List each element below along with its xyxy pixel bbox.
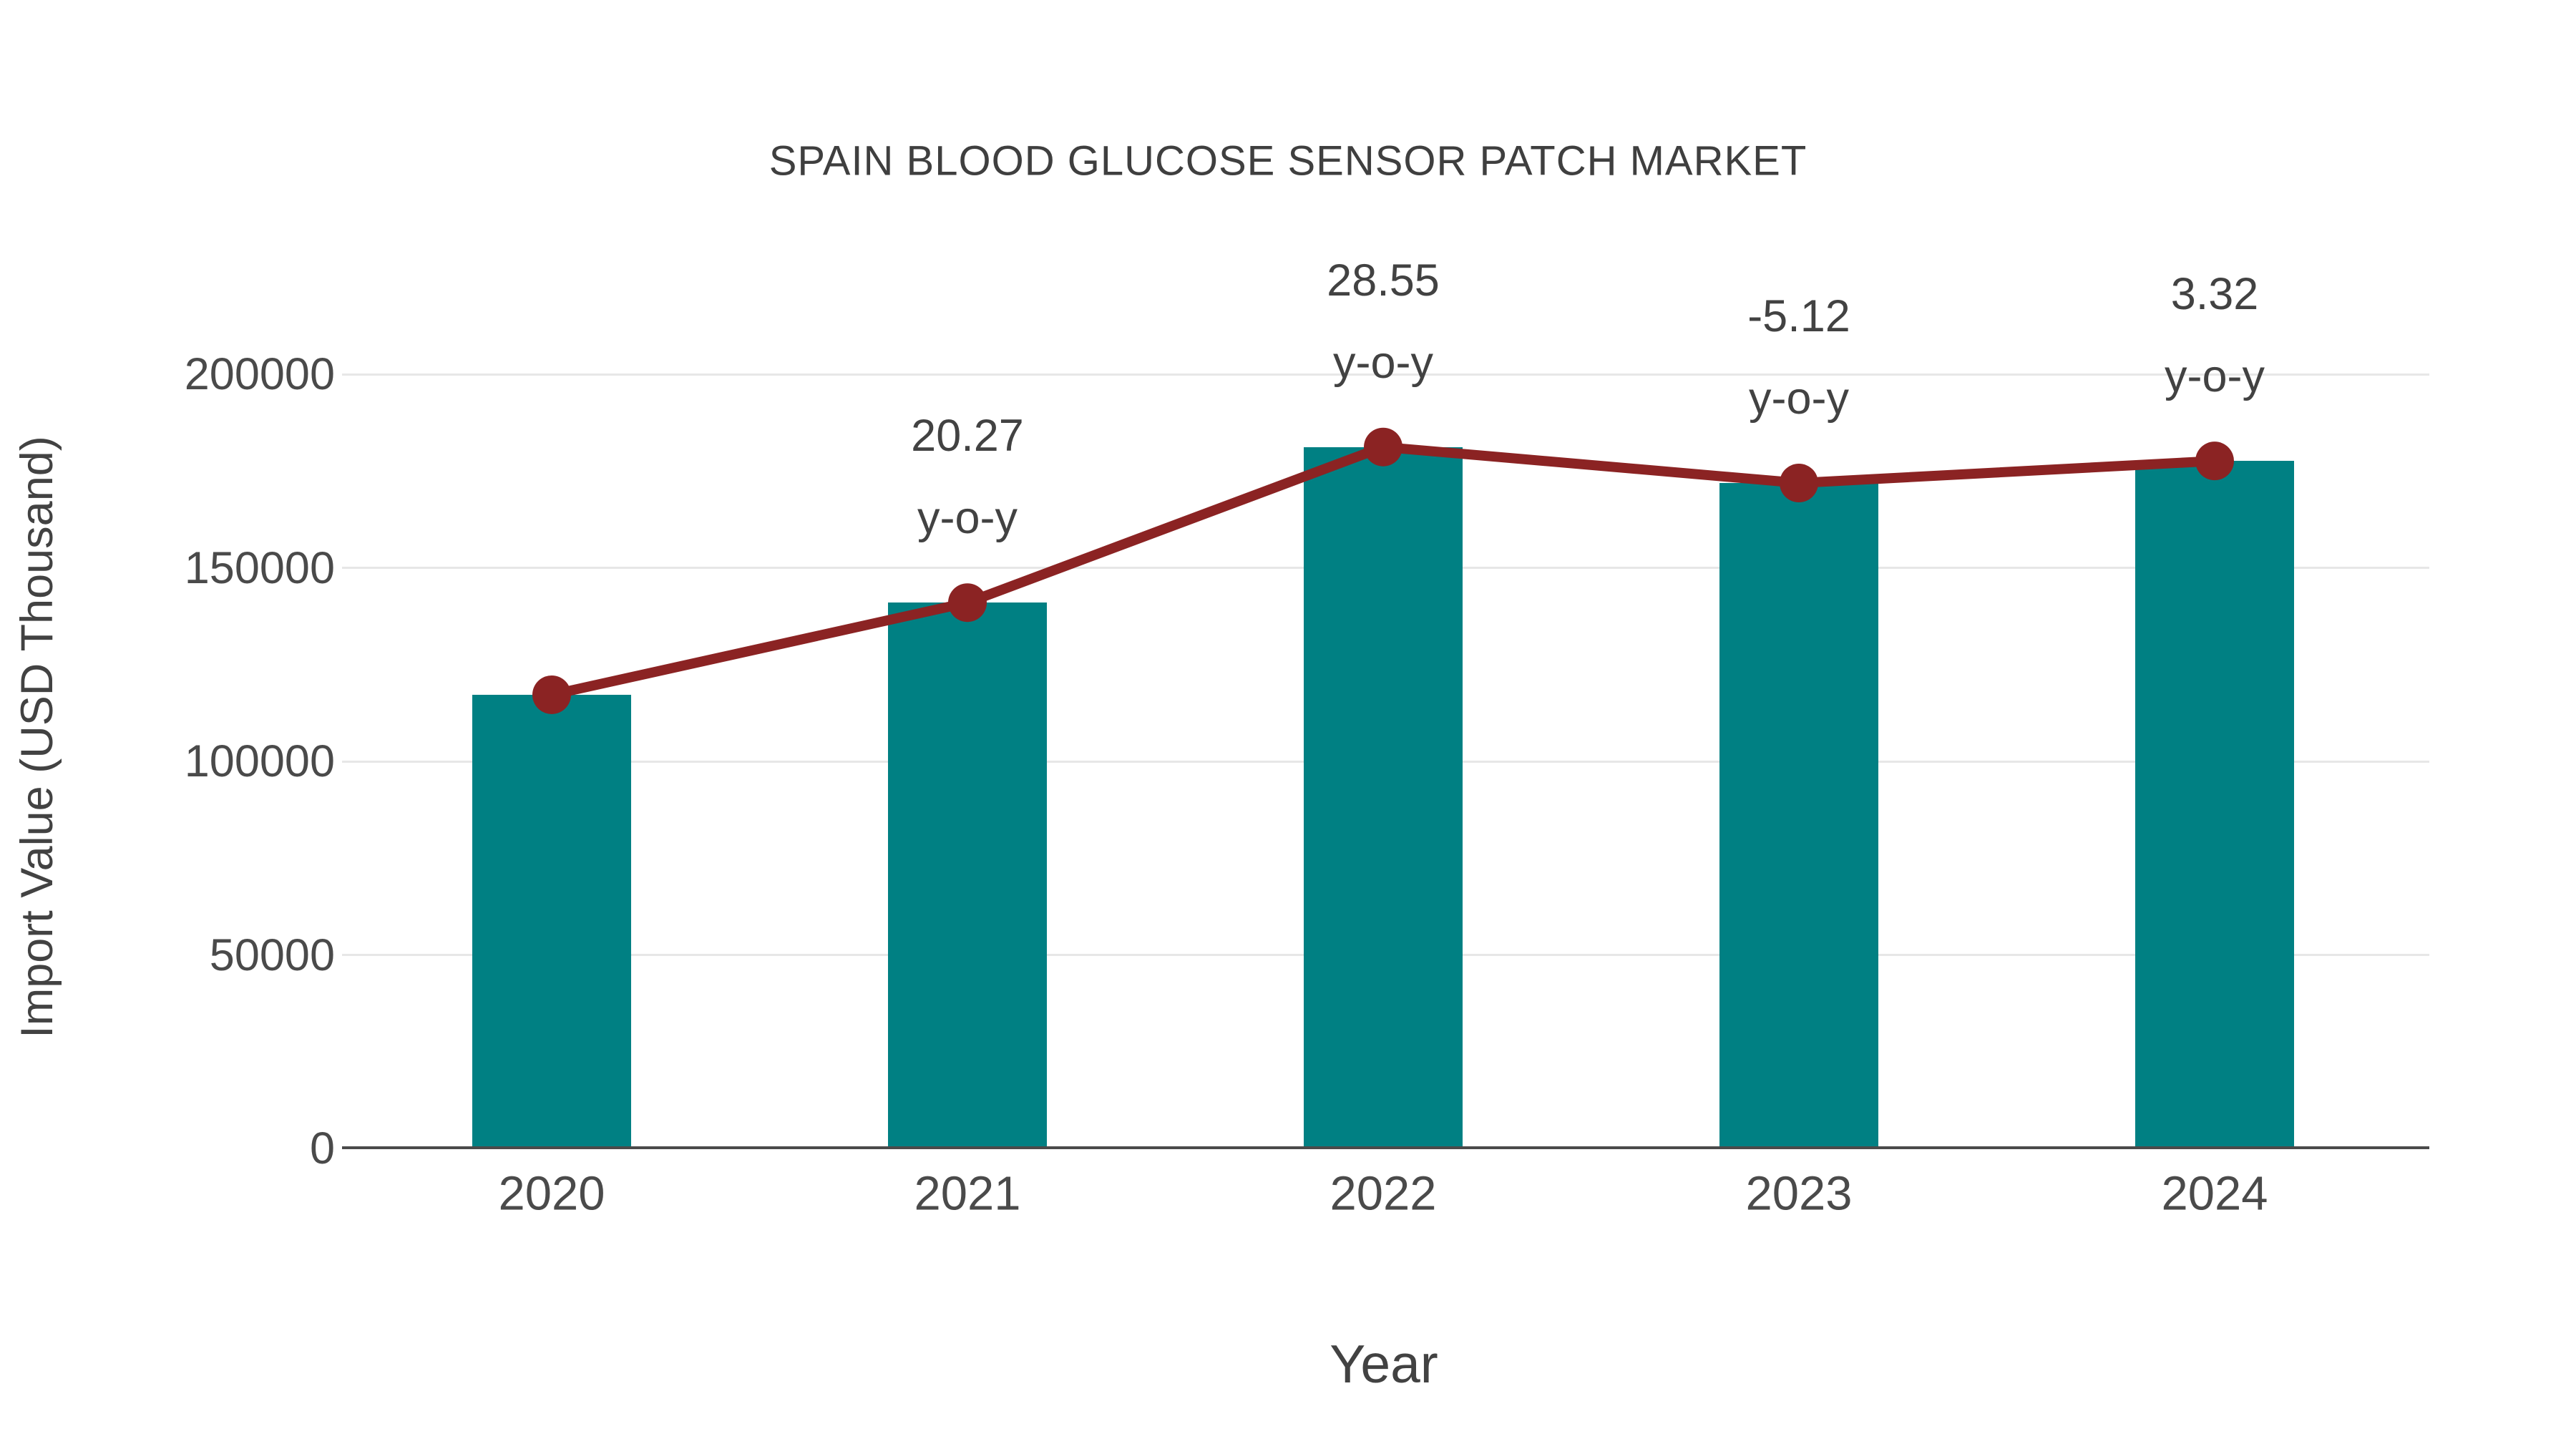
gridline-200000 <box>342 373 2429 376</box>
bar-2023 <box>1719 483 1878 1148</box>
yoy-value-label-2023: -5.12 <box>1747 291 1850 342</box>
bar-2022 <box>1304 447 1463 1148</box>
bar-2021 <box>888 602 1047 1148</box>
y-tick-label: 200000 <box>184 349 335 399</box>
yoy-value-label-2022: 28.55 <box>1327 255 1440 306</box>
x-tick-label-2020: 2020 <box>498 1166 605 1221</box>
x-tick-label-2023: 2023 <box>1745 1166 1853 1221</box>
x-tick-label-2024: 2024 <box>2161 1166 2268 1221</box>
x-tick-label-2021: 2021 <box>914 1166 1021 1221</box>
y-tick-label: 150000 <box>184 542 335 593</box>
x-axis-line <box>342 1146 2429 1149</box>
y-tick-label: 0 <box>309 1123 335 1174</box>
yoy-value-label-2021: 20.27 <box>911 411 1024 462</box>
yoy-suffix-label-2024: y-o-y <box>2165 351 2265 402</box>
x-tick-label-2022: 2022 <box>1330 1166 1437 1221</box>
yoy-suffix-label-2023: y-o-y <box>1749 374 1849 424</box>
bar-2020 <box>472 694 631 1148</box>
x-axis-title: Year <box>1330 1334 1438 1394</box>
yoy-value-label-2024: 3.32 <box>2170 269 2259 320</box>
bar-2024 <box>2135 461 2294 1148</box>
y-tick-label: 100000 <box>184 736 335 786</box>
y-tick-label: 50000 <box>209 930 335 980</box>
yoy-suffix-label-2022: y-o-y <box>1333 337 1433 388</box>
yoy-suffix-label-2021: y-o-y <box>917 493 1018 544</box>
chart-title: SPAIN BLOOD GLUCOSE SENSOR PATCH MARKET <box>769 137 1807 185</box>
